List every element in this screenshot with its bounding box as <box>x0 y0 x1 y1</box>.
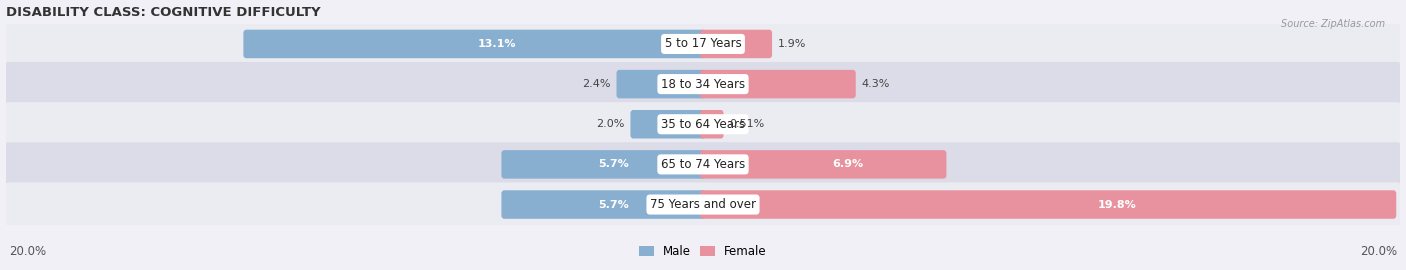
Text: 20.0%: 20.0% <box>8 245 46 258</box>
Text: 6.9%: 6.9% <box>832 159 863 169</box>
Text: 4.3%: 4.3% <box>862 79 890 89</box>
FancyBboxPatch shape <box>700 110 724 139</box>
Text: DISABILITY CLASS: COGNITIVE DIFFICULTY: DISABILITY CLASS: COGNITIVE DIFFICULTY <box>6 6 321 19</box>
Text: 0.51%: 0.51% <box>730 119 765 129</box>
Legend: Male, Female: Male, Female <box>634 240 772 263</box>
FancyBboxPatch shape <box>4 183 1402 227</box>
FancyBboxPatch shape <box>616 70 706 98</box>
Text: 2.0%: 2.0% <box>596 119 624 129</box>
Text: 65 to 74 Years: 65 to 74 Years <box>661 158 745 171</box>
Text: 1.9%: 1.9% <box>778 39 807 49</box>
FancyBboxPatch shape <box>243 30 706 58</box>
FancyBboxPatch shape <box>502 190 706 219</box>
FancyBboxPatch shape <box>700 190 1396 219</box>
Text: 5.7%: 5.7% <box>598 200 628 210</box>
FancyBboxPatch shape <box>4 62 1402 106</box>
Text: 19.8%: 19.8% <box>1098 200 1136 210</box>
FancyBboxPatch shape <box>700 150 946 179</box>
FancyBboxPatch shape <box>700 70 856 98</box>
Text: Source: ZipAtlas.com: Source: ZipAtlas.com <box>1281 19 1385 29</box>
FancyBboxPatch shape <box>700 30 772 58</box>
Text: 20.0%: 20.0% <box>1360 245 1398 258</box>
FancyBboxPatch shape <box>502 150 706 179</box>
Text: 5 to 17 Years: 5 to 17 Years <box>665 38 741 50</box>
Text: 5.7%: 5.7% <box>598 159 628 169</box>
Text: 18 to 34 Years: 18 to 34 Years <box>661 77 745 91</box>
FancyBboxPatch shape <box>4 142 1402 187</box>
Text: 35 to 64 Years: 35 to 64 Years <box>661 118 745 131</box>
FancyBboxPatch shape <box>630 110 706 139</box>
Text: 75 Years and over: 75 Years and over <box>650 198 756 211</box>
FancyBboxPatch shape <box>4 22 1402 66</box>
Text: 2.4%: 2.4% <box>582 79 610 89</box>
FancyBboxPatch shape <box>4 102 1402 146</box>
Text: 13.1%: 13.1% <box>478 39 516 49</box>
